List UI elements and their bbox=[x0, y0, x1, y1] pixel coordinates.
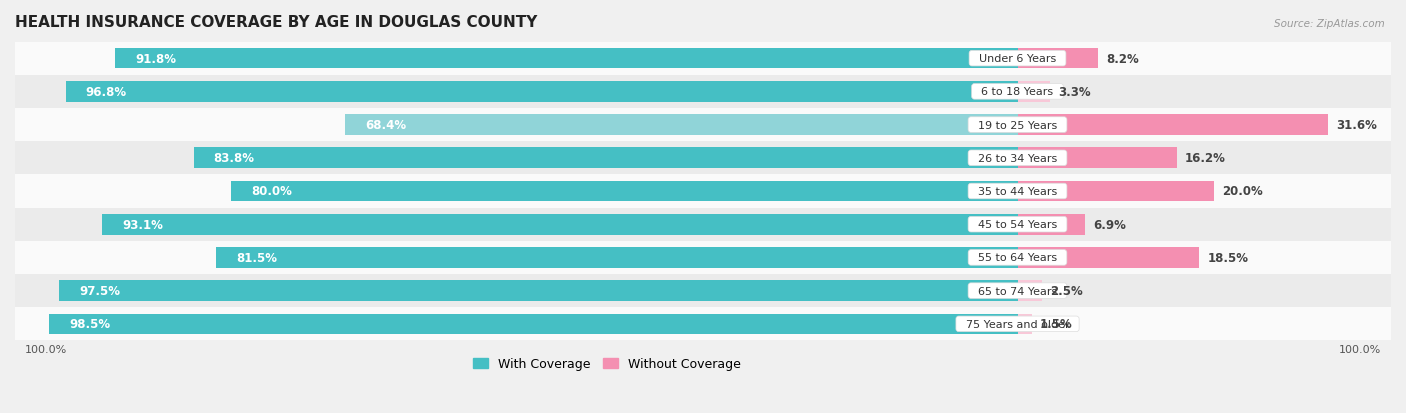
Bar bbox=[59, 281, 1018, 301]
Bar bbox=[15, 308, 1391, 341]
Text: 45 to 54 Years: 45 to 54 Years bbox=[972, 220, 1064, 230]
Text: Source: ZipAtlas.com: Source: ZipAtlas.com bbox=[1274, 19, 1385, 28]
Text: 2.5%: 2.5% bbox=[1050, 285, 1083, 297]
Bar bbox=[1018, 148, 1177, 169]
Text: 8.2%: 8.2% bbox=[1107, 52, 1139, 66]
Text: 26 to 34 Years: 26 to 34 Years bbox=[972, 153, 1064, 164]
Text: 91.8%: 91.8% bbox=[135, 52, 176, 66]
Bar bbox=[15, 142, 1391, 175]
Text: 6 to 18 Years: 6 to 18 Years bbox=[974, 87, 1060, 97]
Text: 80.0%: 80.0% bbox=[250, 185, 292, 198]
Text: 81.5%: 81.5% bbox=[236, 252, 277, 264]
Text: 100.0%: 100.0% bbox=[1339, 344, 1381, 354]
Text: 18.5%: 18.5% bbox=[1208, 252, 1249, 264]
Bar bbox=[1018, 49, 1098, 69]
Bar bbox=[49, 314, 1018, 335]
Text: 20.0%: 20.0% bbox=[1222, 185, 1263, 198]
Bar bbox=[15, 274, 1391, 308]
Bar bbox=[217, 247, 1018, 268]
Bar bbox=[15, 109, 1391, 142]
Text: 96.8%: 96.8% bbox=[86, 85, 127, 99]
Bar bbox=[1018, 281, 1042, 301]
Text: 65 to 74 Years: 65 to 74 Years bbox=[972, 286, 1064, 296]
Text: Under 6 Years: Under 6 Years bbox=[972, 54, 1063, 64]
Bar bbox=[15, 208, 1391, 241]
Text: 6.9%: 6.9% bbox=[1094, 218, 1126, 231]
Text: 1.5%: 1.5% bbox=[1040, 318, 1073, 330]
Text: 35 to 44 Years: 35 to 44 Years bbox=[972, 187, 1064, 197]
Text: 97.5%: 97.5% bbox=[79, 285, 120, 297]
Text: 75 Years and older: 75 Years and older bbox=[959, 319, 1077, 329]
Bar bbox=[1018, 115, 1329, 135]
Bar bbox=[15, 76, 1391, 109]
Bar bbox=[15, 175, 1391, 208]
Bar bbox=[1018, 247, 1199, 268]
Bar bbox=[1018, 314, 1032, 335]
Text: 93.1%: 93.1% bbox=[122, 218, 163, 231]
Bar bbox=[194, 148, 1018, 169]
Bar bbox=[1018, 181, 1215, 202]
Text: 98.5%: 98.5% bbox=[69, 318, 110, 330]
Text: 31.6%: 31.6% bbox=[1336, 119, 1376, 132]
Text: 3.3%: 3.3% bbox=[1057, 85, 1091, 99]
Text: 83.8%: 83.8% bbox=[214, 152, 254, 165]
Bar bbox=[103, 214, 1018, 235]
Text: 16.2%: 16.2% bbox=[1185, 152, 1226, 165]
Text: 100.0%: 100.0% bbox=[25, 344, 67, 354]
Text: 68.4%: 68.4% bbox=[366, 119, 406, 132]
Text: 55 to 64 Years: 55 to 64 Years bbox=[972, 253, 1064, 263]
Bar bbox=[1018, 214, 1085, 235]
Bar bbox=[115, 49, 1018, 69]
Text: 19 to 25 Years: 19 to 25 Years bbox=[972, 120, 1064, 130]
Legend: With Coverage, Without Coverage: With Coverage, Without Coverage bbox=[468, 352, 745, 375]
Bar bbox=[15, 43, 1391, 76]
Bar bbox=[231, 181, 1018, 202]
Bar bbox=[346, 115, 1018, 135]
Bar bbox=[1018, 82, 1050, 102]
Text: HEALTH INSURANCE COVERAGE BY AGE IN DOUGLAS COUNTY: HEALTH INSURANCE COVERAGE BY AGE IN DOUG… bbox=[15, 15, 537, 30]
Bar bbox=[15, 241, 1391, 274]
Bar bbox=[66, 82, 1018, 102]
